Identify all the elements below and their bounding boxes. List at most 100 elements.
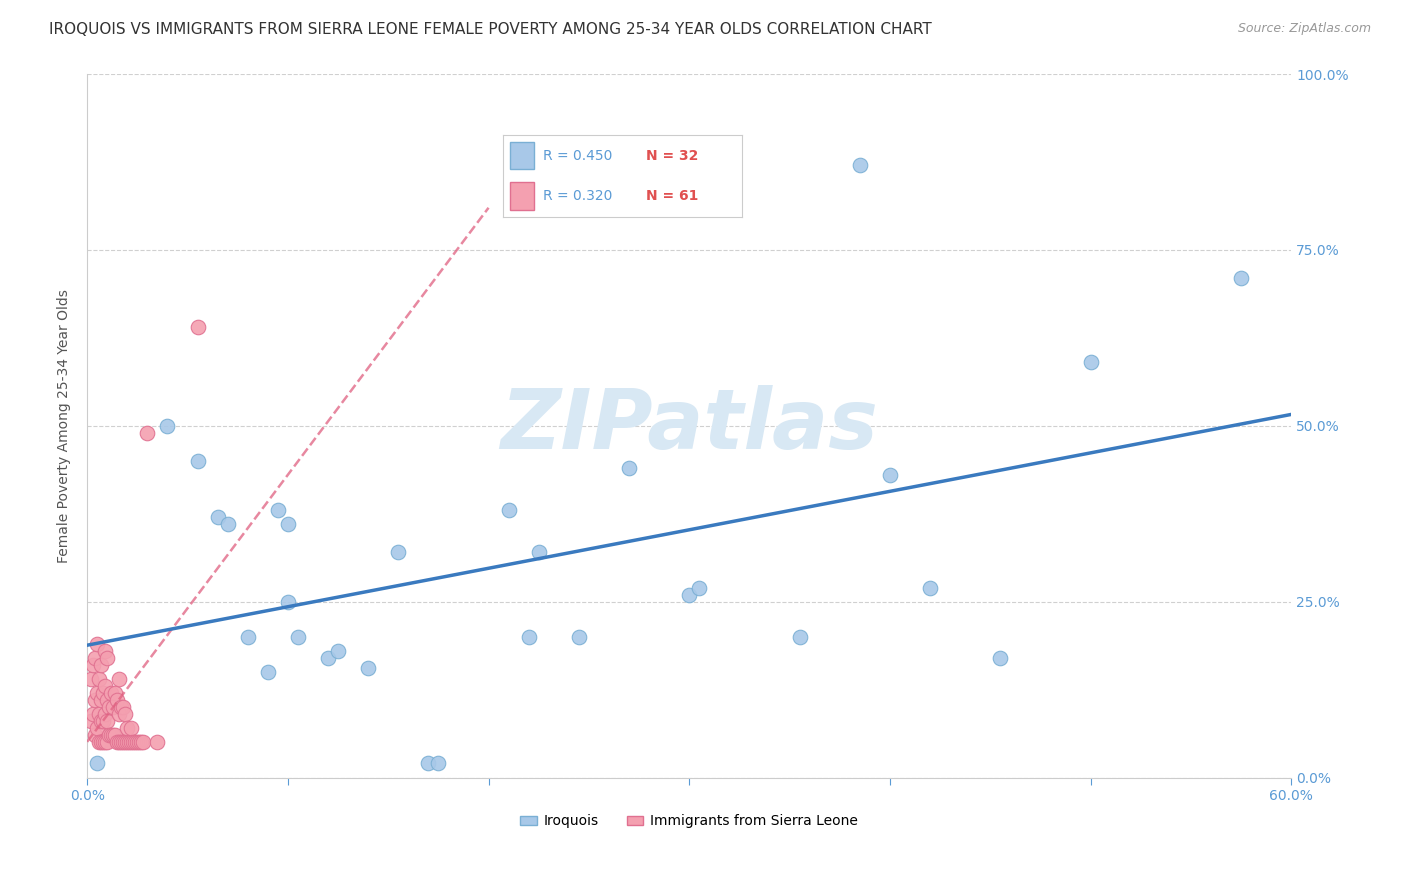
Point — [789, 630, 811, 644]
Point — [117, 735, 139, 749]
Point — [517, 630, 540, 644]
Point — [527, 545, 550, 559]
Point — [688, 581, 710, 595]
Point — [120, 721, 142, 735]
Point — [357, 661, 380, 675]
Text: N = 32: N = 32 — [647, 149, 699, 162]
Point — [498, 503, 520, 517]
Point — [112, 700, 135, 714]
Point — [128, 735, 150, 749]
Point — [418, 756, 440, 771]
Point — [316, 651, 339, 665]
Point — [256, 665, 278, 679]
Point — [90, 714, 112, 729]
Point — [100, 686, 122, 700]
Point — [90, 735, 112, 749]
Point — [96, 693, 118, 707]
Point — [112, 735, 135, 749]
Point — [127, 735, 149, 749]
Point — [94, 707, 117, 722]
Point — [108, 735, 131, 749]
Point — [80, 714, 103, 729]
Text: R = 0.320: R = 0.320 — [543, 189, 613, 202]
Point — [110, 735, 132, 749]
Point — [82, 707, 104, 722]
Point — [568, 630, 591, 644]
Point — [86, 756, 108, 771]
Point — [114, 735, 136, 749]
Point — [136, 425, 159, 440]
Point — [90, 657, 112, 672]
Point — [103, 700, 125, 714]
Point — [91, 686, 114, 700]
Point — [86, 721, 108, 735]
Point — [96, 714, 118, 729]
Text: R = 0.450: R = 0.450 — [543, 149, 613, 162]
Point — [114, 707, 136, 722]
FancyBboxPatch shape — [510, 182, 534, 210]
Point — [117, 721, 139, 735]
Point — [103, 728, 125, 742]
Text: N = 61: N = 61 — [647, 189, 699, 202]
Point — [236, 630, 259, 644]
Point — [118, 735, 141, 749]
Point — [89, 672, 111, 686]
Point — [84, 651, 107, 665]
Point — [110, 700, 132, 714]
FancyBboxPatch shape — [510, 142, 534, 169]
Point — [105, 735, 128, 749]
Point — [84, 693, 107, 707]
Point — [277, 594, 299, 608]
Point — [879, 468, 901, 483]
Point — [84, 728, 107, 742]
Point — [120, 735, 142, 749]
Point — [91, 735, 114, 749]
Point — [217, 517, 239, 532]
Text: ZIPatlas: ZIPatlas — [501, 385, 879, 467]
Point — [326, 644, 349, 658]
Point — [277, 517, 299, 532]
Point — [96, 735, 118, 749]
Point — [920, 581, 942, 595]
Point — [988, 651, 1011, 665]
Point — [186, 454, 208, 468]
Point — [287, 630, 309, 644]
Point — [98, 700, 121, 714]
Point — [86, 686, 108, 700]
Point — [267, 503, 290, 517]
Text: IROQUOIS VS IMMIGRANTS FROM SIERRA LEONE FEMALE POVERTY AMONG 25-34 YEAR OLDS CO: IROQUOIS VS IMMIGRANTS FROM SIERRA LEONE… — [49, 22, 932, 37]
Point — [1080, 355, 1102, 369]
Point — [94, 644, 117, 658]
Point — [186, 320, 208, 334]
Point — [207, 510, 229, 524]
Point — [89, 735, 111, 749]
Point — [146, 735, 169, 749]
Point — [124, 735, 146, 749]
Point — [91, 714, 114, 729]
Point — [132, 735, 155, 749]
Point — [82, 657, 104, 672]
Point — [122, 735, 145, 749]
Point — [105, 693, 128, 707]
Point — [156, 418, 179, 433]
Point — [427, 756, 450, 771]
Point — [617, 461, 640, 475]
Point — [108, 707, 131, 722]
Point — [131, 735, 153, 749]
Point — [849, 159, 872, 173]
Point — [100, 728, 122, 742]
Point — [1230, 271, 1253, 285]
Point — [387, 545, 409, 559]
Point — [89, 707, 111, 722]
Point — [94, 735, 117, 749]
Legend: Iroquois, Immigrants from Sierra Leone: Iroquois, Immigrants from Sierra Leone — [515, 809, 863, 834]
Text: Source: ZipAtlas.com: Source: ZipAtlas.com — [1237, 22, 1371, 36]
Point — [86, 637, 108, 651]
Y-axis label: Female Poverty Among 25-34 Year Olds: Female Poverty Among 25-34 Year Olds — [58, 289, 72, 563]
Point — [104, 728, 127, 742]
Point — [104, 686, 127, 700]
Point — [98, 728, 121, 742]
Point — [80, 672, 103, 686]
Point — [90, 693, 112, 707]
Point — [96, 651, 118, 665]
